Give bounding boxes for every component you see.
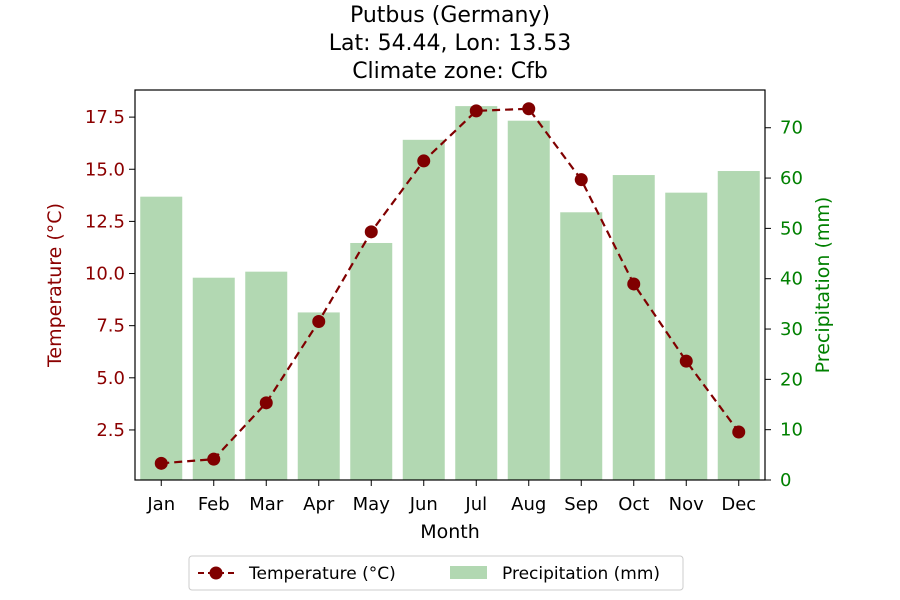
right-tick-label: 60 bbox=[780, 168, 803, 189]
right-tick-label: 10 bbox=[780, 420, 803, 441]
temperature-point-nov bbox=[679, 354, 693, 368]
temperature-line bbox=[154, 102, 746, 470]
chart-title-line-3: Climate zone: Cfb bbox=[352, 59, 548, 84]
x-axis-ticks: Jan Feb Mar Apr May Jun Jul Aug Sep Oct Nov Dec bbox=[146, 480, 756, 515]
legend-temperature-label: Temperature (°C) bbox=[248, 564, 396, 584]
chart-title-line-1: Putbus (Germany) bbox=[350, 3, 550, 28]
right-tick-label: 40 bbox=[780, 269, 803, 290]
x-tick-label: Sep bbox=[564, 494, 598, 515]
x-tick-label: Feb bbox=[198, 494, 230, 515]
right-tick-label: 70 bbox=[780, 118, 803, 139]
left-tick-label: 15.0 bbox=[85, 159, 125, 180]
x-tick-label: Mar bbox=[249, 494, 284, 515]
left-tick-label: 7.5 bbox=[96, 316, 125, 337]
left-tick-label: 5.0 bbox=[96, 368, 125, 389]
temperature-point-sep bbox=[574, 173, 588, 187]
plot-frame bbox=[134, 89, 766, 481]
temperature-point-jan bbox=[154, 456, 168, 470]
right-tick-label: 20 bbox=[780, 369, 803, 390]
legend-frame bbox=[188, 555, 684, 591]
left-tick-label: 12.5 bbox=[85, 211, 125, 232]
temperature-point-jul bbox=[469, 104, 483, 118]
x-tick-label: Nov bbox=[669, 494, 704, 515]
right-tick-label: 0 bbox=[780, 470, 791, 491]
temperature-point-mar bbox=[259, 396, 273, 410]
precip-bar-mar bbox=[245, 271, 288, 480]
precip-bar-nov bbox=[665, 192, 708, 480]
precip-bar-jul bbox=[455, 106, 498, 481]
precip-bar-apr bbox=[297, 312, 340, 480]
legend-temperature-marker bbox=[209, 566, 223, 580]
precip-bar-sep bbox=[560, 212, 603, 480]
precipitation-bars bbox=[140, 106, 760, 481]
legend-precipitation-swatch bbox=[450, 566, 487, 579]
precip-bar-oct bbox=[612, 175, 655, 480]
precip-bar-may bbox=[350, 242, 393, 480]
right-tick-label: 50 bbox=[780, 218, 803, 239]
x-tick-label: Dec bbox=[721, 494, 756, 515]
temperature-point-aug bbox=[522, 102, 536, 116]
chart-title-line-2: Lat: 54.44, Lon: 13.53 bbox=[329, 31, 571, 56]
temperature-point-oct bbox=[627, 277, 641, 291]
x-axis-label: Month bbox=[420, 521, 480, 543]
precip-bar-jun bbox=[402, 139, 445, 481]
left-tick-label: 2.5 bbox=[96, 420, 125, 441]
x-tick-label: Jun bbox=[409, 494, 438, 515]
right-tick-label: 30 bbox=[780, 319, 803, 340]
chart-title: Putbus (Germany) Lat: 54.44, Lon: 13.53 … bbox=[329, 3, 571, 84]
left-axis-ticks: 2.5 5.0 7.5 10.0 12.5 15.0 17.5 bbox=[85, 107, 135, 441]
temperature-point-apr bbox=[312, 314, 326, 328]
temperature-point-feb bbox=[207, 452, 221, 466]
legend-precipitation-label: Precipitation (mm) bbox=[502, 564, 660, 584]
temperature-point-may bbox=[364, 225, 378, 239]
left-axis-label: Temperature (°C) bbox=[44, 203, 66, 368]
precip-bar-feb bbox=[192, 277, 235, 480]
x-tick-label: Jul bbox=[464, 494, 487, 515]
temperature-point-dec bbox=[732, 425, 746, 439]
precip-bar-jan bbox=[140, 196, 183, 480]
right-axis-ticks: 0 10 20 30 40 50 60 70 bbox=[765, 118, 803, 491]
legend: Temperature (°C) Precipitation (mm) bbox=[188, 555, 684, 591]
x-tick-label: Jan bbox=[146, 494, 175, 515]
left-tick-label: 10.0 bbox=[85, 264, 125, 285]
right-axis-label: Precipitation (mm) bbox=[812, 197, 834, 374]
x-tick-label: Oct bbox=[618, 494, 649, 515]
precip-bar-aug bbox=[507, 120, 550, 480]
x-tick-label: Apr bbox=[303, 494, 335, 515]
temperature-point-jun bbox=[417, 154, 431, 168]
x-tick-label: May bbox=[353, 494, 391, 515]
left-tick-label: 17.5 bbox=[85, 107, 125, 128]
x-tick-label: Aug bbox=[511, 494, 546, 515]
